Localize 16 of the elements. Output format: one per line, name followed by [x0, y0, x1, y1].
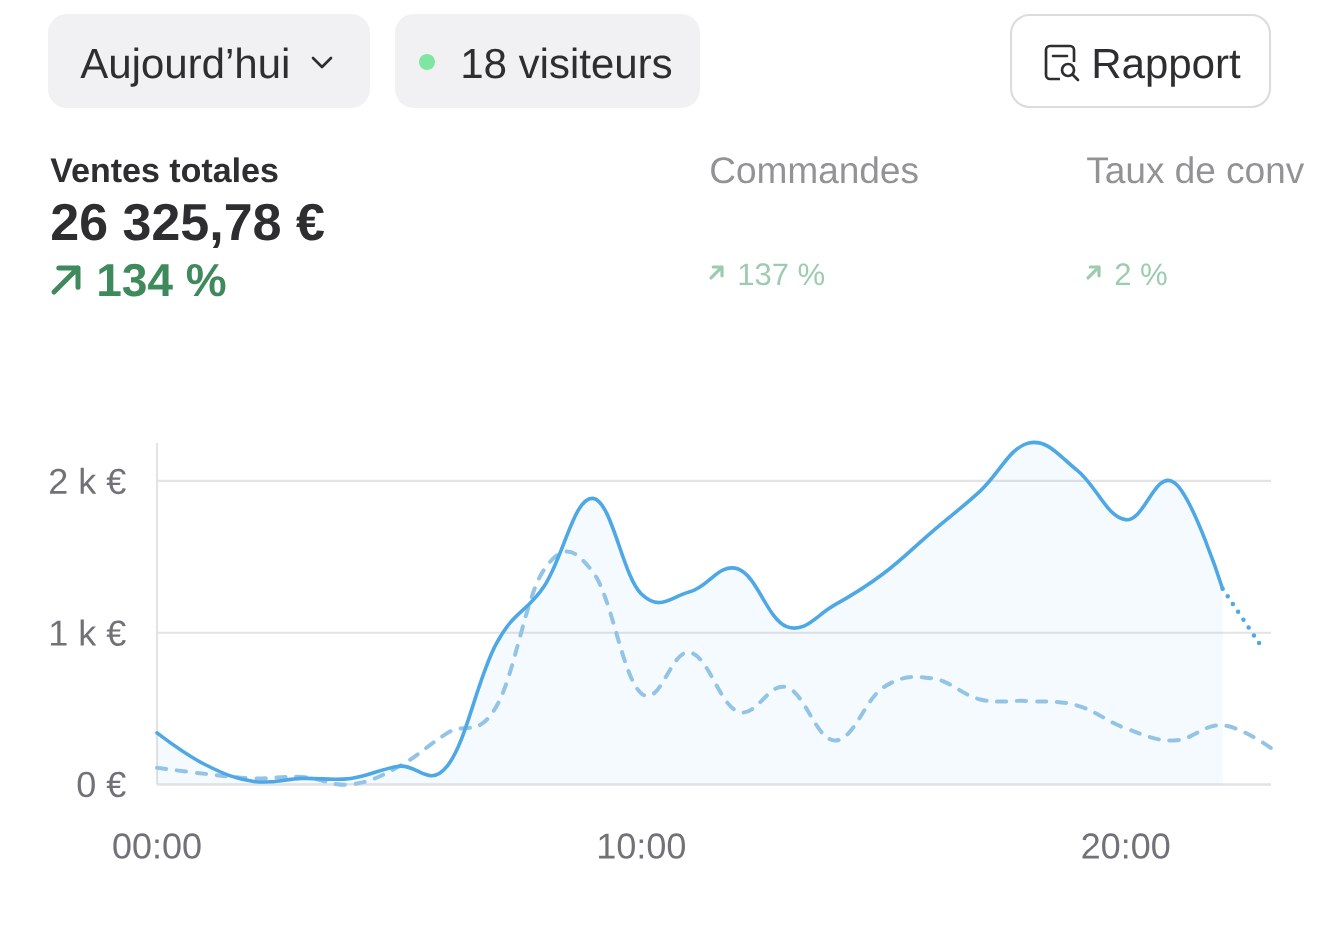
- text: Commandes: [711, 156, 918, 184]
- text: 2 %: [1115, 263, 1167, 286]
- x-tick-label: 20:00: [1082, 833, 1170, 859]
- text: Taux de conv: [1087, 156, 1305, 184]
- y-tick-label: 0 €: [77, 771, 126, 798]
- text: Rapport: [1094, 49, 1241, 87]
- y-tick-label: 2 k €: [50, 467, 126, 495]
- text: 134 %: [99, 263, 226, 297]
- text: 18 visiteurs: [463, 47, 672, 79]
- x-tick-label: 00:00: [113, 833, 201, 859]
- x-tick-label: 10:00: [599, 833, 685, 859]
- text: 137 %: [739, 263, 825, 286]
- chart-title: Ventes totales: [50, 157, 278, 183]
- chart-subtitle: 26 325,78 €: [52, 203, 324, 249]
- y-tick-label: 1 k €: [50, 619, 126, 646]
- text: Aujourd’hui: [80, 47, 288, 87]
